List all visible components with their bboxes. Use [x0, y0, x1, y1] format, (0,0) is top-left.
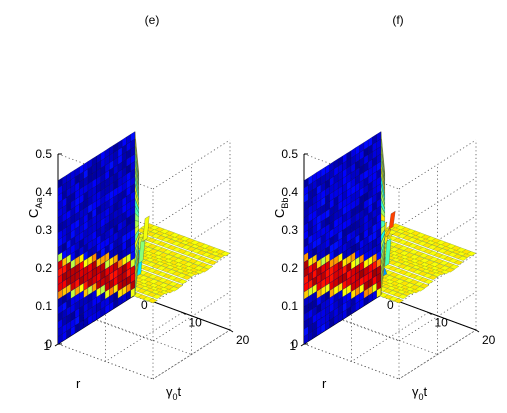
z-tick-label: 0.1 — [281, 299, 298, 313]
z-tick-label: 0.3 — [35, 223, 52, 237]
surface-patch — [203, 264, 214, 270]
time-axis-label: γ0t — [166, 384, 182, 402]
z-tick-label: 0.4 — [281, 185, 298, 199]
surface — [57, 131, 231, 345]
z-tick-label: 0.4 — [35, 185, 52, 199]
gridline-floor — [152, 329, 231, 380]
z-axis-label: CAa — [26, 198, 44, 218]
gridline-floor — [351, 312, 429, 362]
surface-patch — [453, 260, 464, 265]
r-tick-label: 1 — [289, 339, 296, 353]
z-tick-label: 0.5 — [281, 147, 298, 161]
surface-patch — [168, 286, 180, 292]
gridline-floor — [96, 319, 192, 355]
surface-patch — [386, 233, 394, 238]
z-tick-label: 0.5 — [35, 147, 52, 161]
surface-patch — [419, 283, 430, 289]
surface-patch — [147, 298, 158, 304]
surface — [303, 131, 477, 345]
surface-patch — [181, 274, 192, 280]
time-axis-label-sub: 0 — [419, 392, 424, 402]
surface-patch — [380, 258, 385, 296]
z-tick-label: 0.3 — [281, 223, 298, 237]
gridline-z — [57, 305, 154, 342]
surface-patch — [151, 294, 162, 299]
surface-patch — [393, 298, 404, 304]
time-axis-label-sub: 0 — [173, 392, 178, 402]
surface-patch — [134, 258, 139, 296]
surface-patch — [414, 286, 426, 292]
r-tick-label: 1 — [43, 339, 50, 353]
time-tick-label: 0 — [141, 298, 148, 312]
time-axis-label-suffix: t — [178, 384, 182, 399]
r-axis-label: r — [76, 376, 81, 391]
surface-patch — [388, 210, 396, 230]
surface-patch — [177, 279, 188, 285]
time-tick-label: 20 — [236, 333, 250, 347]
gridline-z — [152, 139, 231, 190]
surface-patch — [384, 228, 392, 238]
z-tick-label: 0 — [45, 337, 52, 351]
z-tick-label: 0 — [291, 337, 298, 351]
z-tick-label: 0.2 — [35, 261, 52, 275]
time-tick-mark — [182, 312, 186, 315]
surface-patch — [427, 274, 438, 280]
surface-patch — [220, 251, 231, 257]
surface-patch — [466, 251, 477, 257]
gridline-floor — [105, 312, 183, 362]
surface-patch — [444, 267, 455, 273]
z-tick-label: 0.2 — [281, 261, 298, 275]
time-tick-label: 10 — [435, 316, 449, 330]
surface-patch — [142, 215, 150, 242]
panel-title: (f) — [392, 13, 403, 27]
time-tick-mark — [229, 329, 234, 333]
time-tick-mark — [428, 312, 432, 315]
surface-patch — [198, 267, 209, 273]
surface-patch — [457, 255, 468, 261]
gridline-floor — [398, 329, 477, 380]
r-axis-label: r — [322, 376, 327, 391]
gridline-floor — [303, 343, 400, 380]
time-axis-label: γ0t — [412, 384, 428, 402]
surface-patch — [423, 279, 434, 285]
time-tick-mark — [475, 329, 480, 333]
surface-patch — [207, 260, 218, 265]
z-tick-label: 0.1 — [35, 299, 52, 313]
time-axis-label-suffix: t — [424, 384, 428, 399]
z-axis-label-sub: Bb — [280, 198, 290, 209]
gridline-floor — [57, 343, 154, 380]
gridline-z — [398, 139, 477, 190]
r-tick-mark — [54, 343, 59, 347]
time-tick-label: 0 — [387, 298, 394, 312]
time-tick-label: 20 — [482, 333, 496, 347]
surface-patch — [449, 264, 460, 270]
time-tick-label: 10 — [189, 316, 203, 330]
surface-patch — [384, 238, 392, 267]
z-axis-label: CBb — [272, 198, 290, 218]
surface-patch — [211, 255, 222, 261]
panel-title: (e) — [145, 13, 160, 27]
gridline-z — [303, 305, 400, 342]
r-tick-mark — [300, 343, 305, 347]
z-axis-label-sub: Aa — [34, 198, 44, 209]
gridline-floor — [342, 319, 438, 355]
surface-patch — [397, 294, 408, 299]
surface-patch — [173, 283, 184, 289]
